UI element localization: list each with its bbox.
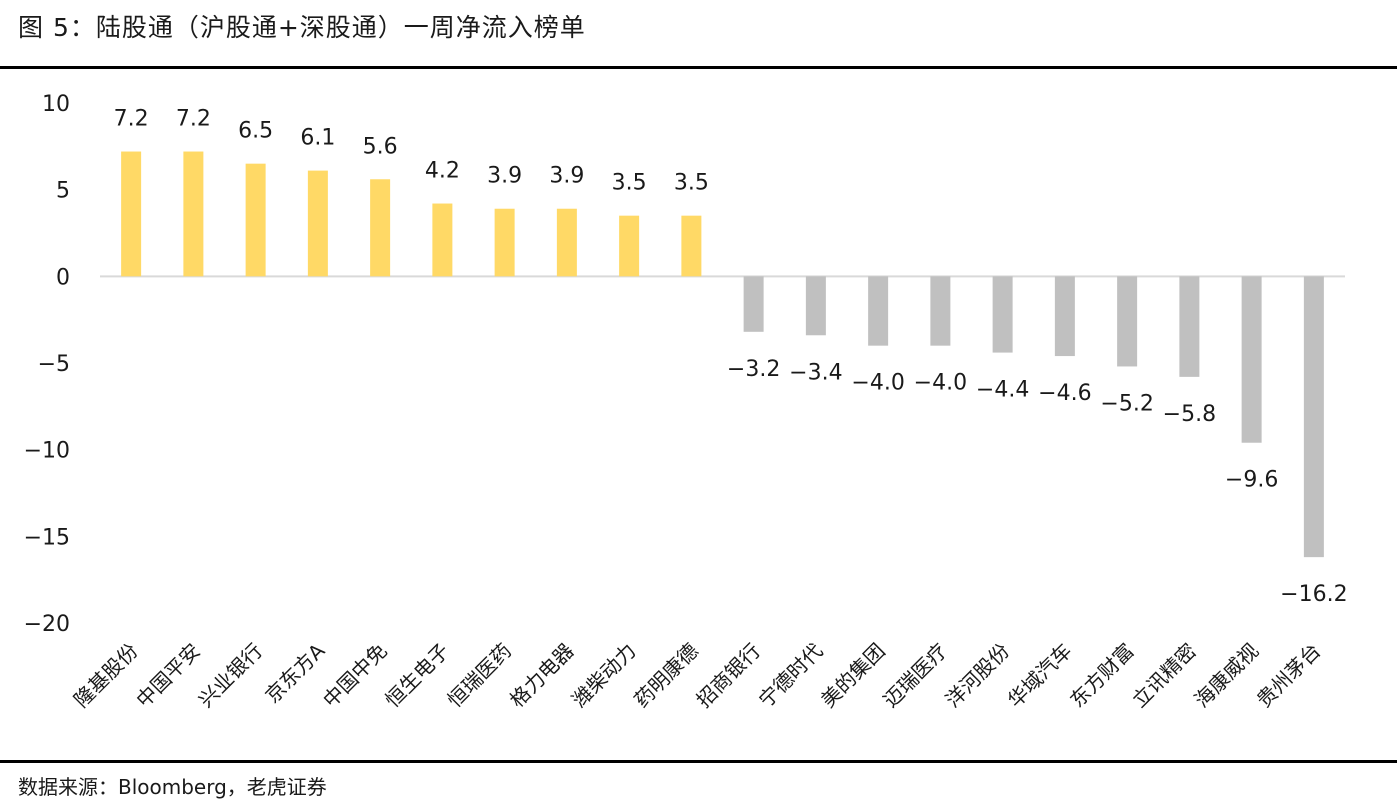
bar [930, 276, 951, 346]
bar [121, 151, 142, 277]
bar [868, 276, 889, 346]
y-tick-label: −5 [38, 352, 70, 377]
category-label: 恒生电子 [380, 639, 454, 713]
category-label: 美的集团 [816, 639, 890, 713]
data-label: 3.5 [674, 171, 709, 196]
bottom-rule [0, 760, 1397, 763]
data-label: −4.0 [914, 371, 967, 396]
bar [1117, 276, 1138, 367]
data-label: −4.0 [851, 371, 904, 396]
category-label: 药明康德 [629, 639, 703, 713]
bar [370, 179, 391, 277]
data-label: −5.2 [1100, 391, 1153, 416]
category-label: 宁德时代 [754, 639, 828, 713]
chart-title: 图 5：陆股通（沪股通+深股通）一周净流入榜单 [18, 13, 586, 42]
data-label: −9.6 [1225, 468, 1278, 493]
bar [805, 276, 826, 336]
data-label: 3.9 [487, 164, 522, 189]
y-tick-label: 5 [56, 179, 70, 204]
y-tick-label: 0 [56, 265, 70, 290]
category-label: 格力电器 [505, 639, 579, 713]
data-label: 3.9 [549, 164, 584, 189]
data-label: 5.6 [363, 134, 398, 159]
category-label: 立讯精密 [1127, 639, 1201, 713]
bar [245, 163, 266, 277]
bar [681, 215, 702, 277]
bar [743, 276, 764, 332]
category-label: 贵州茅台 [1252, 639, 1326, 713]
bar-chart: 1050−5−10−15−207.2隆基股份7.2中国平安6.5兴业银行6.1京… [24, 92, 1348, 713]
category-label: 海康威视 [1190, 639, 1264, 713]
bar [1054, 276, 1075, 357]
category-label: 隆基股份 [69, 639, 143, 713]
category-label: 华域汽车 [1003, 639, 1077, 713]
data-label: 7.2 [176, 107, 211, 132]
category-label: 恒瑞医药 [443, 639, 517, 713]
bar [1241, 276, 1262, 443]
data-label: −5.8 [1163, 402, 1216, 427]
bar [494, 208, 515, 277]
category-label: 兴业银行 [194, 639, 268, 713]
category-label: 洋河股份 [941, 639, 1015, 713]
bar [619, 215, 640, 277]
category-label: 中国中免 [318, 639, 392, 713]
y-tick-label: 10 [42, 92, 70, 117]
category-label: 中国平安 [131, 639, 205, 713]
source-note: 数据来源：Bloomberg，老虎证券 [18, 775, 327, 799]
bar [556, 208, 577, 277]
y-tick-label: −10 [24, 439, 70, 464]
category-label: 潍柴动力 [567, 639, 641, 713]
bar [183, 151, 204, 277]
data-label: −16.2 [1280, 582, 1347, 607]
data-label: −3.4 [789, 360, 842, 385]
bar [992, 276, 1013, 353]
data-label: 6.1 [300, 126, 335, 151]
bar [1303, 276, 1324, 558]
data-label: −3.2 [727, 357, 780, 382]
data-label: 3.5 [612, 171, 647, 196]
y-tick-label: −20 [24, 612, 70, 637]
top-rule [0, 66, 1397, 69]
bar [1179, 276, 1200, 377]
bar [432, 203, 453, 277]
data-label: 7.2 [114, 107, 149, 132]
data-label: 6.5 [238, 119, 273, 144]
category-label: 东方财富 [1065, 639, 1139, 713]
category-label: 迈瑞医疗 [878, 639, 952, 713]
bar [307, 170, 328, 277]
category-label: 招商银行 [692, 639, 766, 713]
data-label: 4.2 [425, 159, 460, 184]
data-label: −4.6 [1038, 381, 1091, 406]
data-label: −4.4 [976, 378, 1029, 403]
y-tick-label: −15 [24, 525, 70, 550]
